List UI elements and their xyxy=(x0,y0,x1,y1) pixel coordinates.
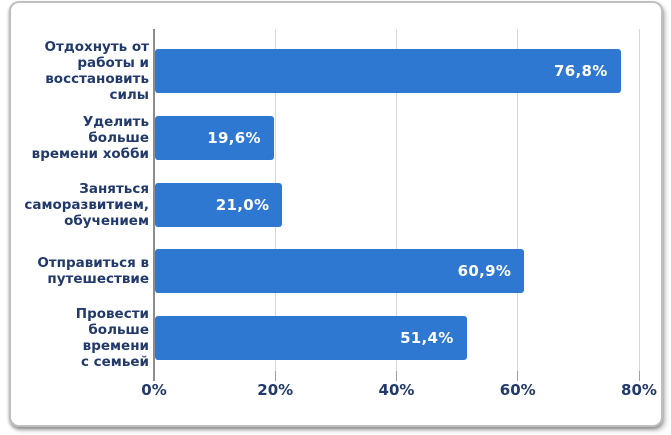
bar: 60,9% xyxy=(155,249,525,294)
bar: 51,4% xyxy=(155,316,467,360)
x-axis-tick-label: 80% xyxy=(621,381,657,399)
x-axis-tick-label: 60% xyxy=(499,381,536,399)
x-axis-tick-label: 20% xyxy=(257,381,294,399)
bar: 19,6% xyxy=(155,115,274,160)
gridline xyxy=(396,29,397,371)
gridline xyxy=(638,29,640,371)
category-label: Заняться саморазвитием, обучением xyxy=(24,180,149,229)
bar-value-label: 51,4% xyxy=(400,329,454,347)
category-label: Отдохнуть от работы и восстановить силы xyxy=(44,39,149,103)
bar-value-label: 76,8% xyxy=(554,62,608,80)
category-label: Провести больше времени с семьей xyxy=(75,306,149,370)
bar: 21,0% xyxy=(155,182,283,227)
bar-value-label: 19,6% xyxy=(207,128,261,147)
bar: 76,8% xyxy=(155,49,621,93)
category-label: Уделить больше времени хобби xyxy=(31,113,149,162)
bar-value-label: 21,0% xyxy=(215,195,270,214)
gridline xyxy=(517,29,519,371)
bar-value-label: 60,9% xyxy=(457,262,512,281)
x-axis-tick-label: 0% xyxy=(141,381,167,399)
bar-chart-plot: 0% 20% 40% 60% 80% Отдохнуть от работы и восс… xyxy=(11,3,661,425)
axis-tick-mark xyxy=(638,371,640,381)
y-axis-line xyxy=(153,29,155,381)
x-axis-tick-label: 40% xyxy=(378,381,415,399)
axis-tick-mark xyxy=(396,371,397,381)
axis-tick-mark xyxy=(517,371,519,381)
chart-card: 0% 20% 40% 60% 80% Отдохнуть от работы и восс… xyxy=(9,1,663,427)
axis-tick-mark xyxy=(274,371,276,381)
category-label: Отправиться в путешествие xyxy=(37,255,149,288)
